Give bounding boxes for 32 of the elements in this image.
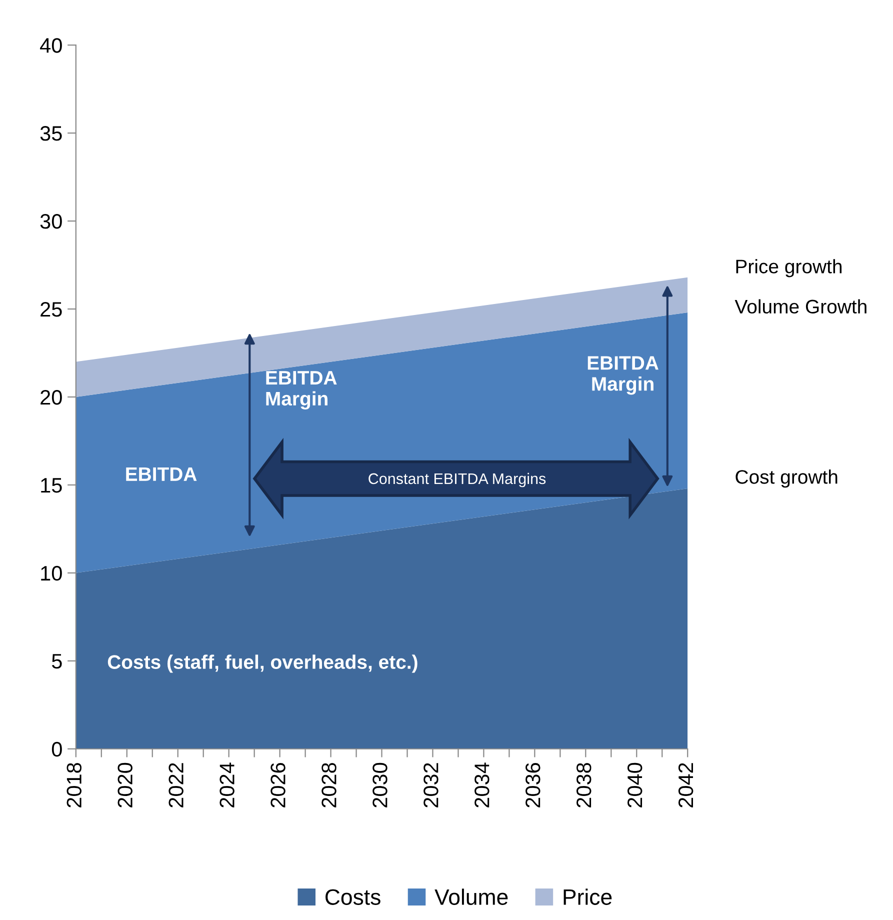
y-tick-label: 40 [40,38,62,53]
y-tick-label: 25 [40,302,62,317]
x-tick-label: 2028 [322,762,336,808]
x-tick-label: 2032 [424,763,438,808]
text: Volume Growth [734,299,866,314]
y-tick-label: 10 [41,566,62,581]
legend-label: Costs [326,889,380,905]
annotation: EBITDA [126,467,197,481]
x-tick-label: 2020 [118,762,132,808]
y-tick-label: 35 [40,126,62,141]
x-tick-label: 2042 [678,763,694,808]
y-tick-label: 5 [52,654,62,669]
text: Price growth [736,259,842,278]
annotation: EBITDA Margin [266,371,337,410]
x-tick-label: 2030 [372,762,388,808]
x-tick-label: 2040 [627,762,642,808]
x-tick-label: 2034 [474,762,490,808]
x-tick-label: 2018 [66,762,82,808]
x-tick-label: 2022 [168,763,184,808]
annotation: EBITDA Margin [588,356,658,395]
y-tick-label: 20 [40,390,62,405]
y-tick-label: 15 [41,478,62,493]
legend-label: Price [564,888,612,905]
x-tick-label: 2038 [576,762,592,808]
y-tick-label: 0 [52,742,62,757]
x-tick-label: 2026 [270,762,286,808]
x-tick-label: 2036 [526,762,540,808]
legend-label: Volume [434,888,508,905]
y-tick-label: 30 [40,214,62,229]
annotation: Constant EBITDA Margins [368,472,546,488]
x-tick-label: 2024 [220,762,234,808]
text: Cost growth [736,470,838,488]
